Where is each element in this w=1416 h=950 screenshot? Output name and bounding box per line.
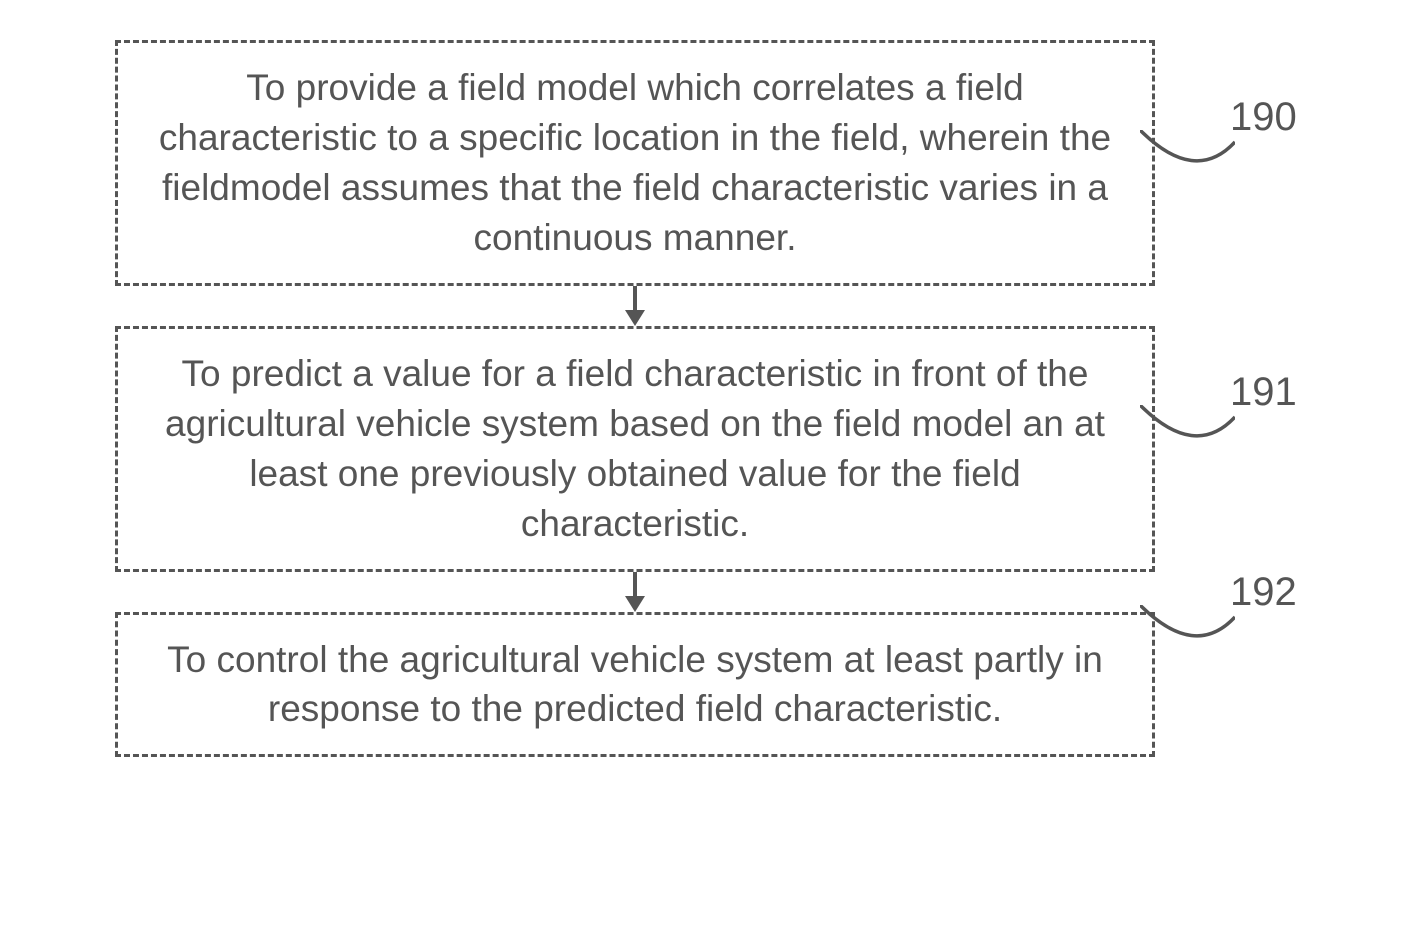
- arrow-down-icon: [620, 572, 650, 612]
- ref-label-190-text: 190: [1230, 95, 1297, 139]
- flow-arrow-1: [115, 286, 1155, 326]
- ref-label-191-text: 191: [1230, 370, 1297, 414]
- flow-arrow-2: [115, 572, 1155, 612]
- ref-leader-190: [1140, 130, 1235, 190]
- flow-step-3-text: To control the agricultural vehicle syst…: [167, 639, 1103, 730]
- flow-step-2: To predict a value for a field character…: [115, 326, 1155, 572]
- ref-label-192-text: 192: [1230, 570, 1297, 614]
- arrow-down-icon: [620, 286, 650, 326]
- ref-leader-192: [1140, 605, 1235, 665]
- diagram-canvas: To provide a field model which correlate…: [0, 0, 1416, 950]
- ref-label-192: 192: [1230, 570, 1297, 615]
- ref-label-191: 191: [1230, 370, 1297, 415]
- flow-step-1: To provide a field model which correlate…: [115, 40, 1155, 286]
- flow-step-1-text: To provide a field model which correlate…: [159, 67, 1111, 258]
- flowchart: To provide a field model which correlate…: [90, 40, 1180, 757]
- ref-label-190: 190: [1230, 95, 1297, 140]
- flow-step-2-text: To predict a value for a field character…: [165, 353, 1105, 544]
- flow-step-3: To control the agricultural vehicle syst…: [115, 612, 1155, 758]
- ref-leader-191: [1140, 405, 1235, 465]
